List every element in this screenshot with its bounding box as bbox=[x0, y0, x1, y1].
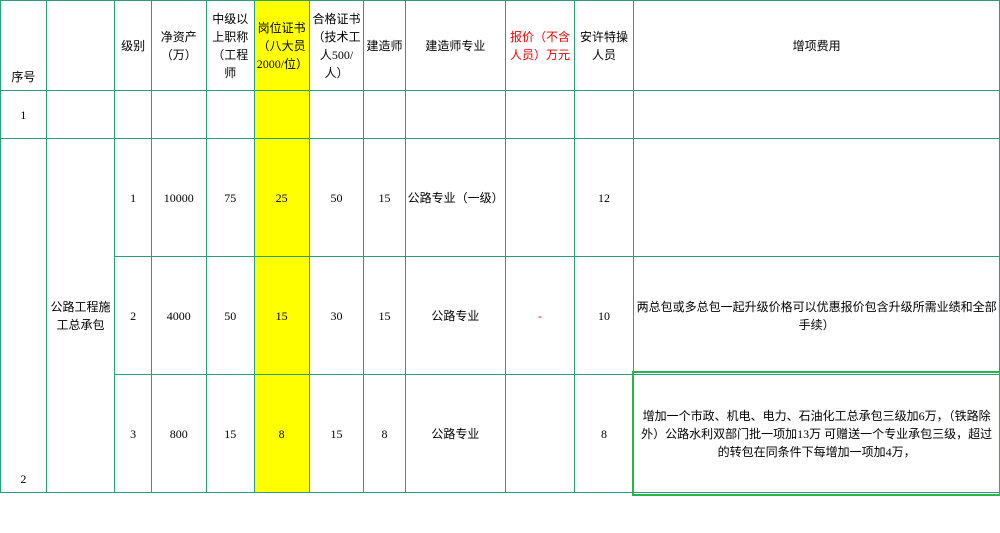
cell: 15 bbox=[364, 257, 405, 375]
cell: 1 bbox=[115, 139, 152, 257]
cell: - bbox=[506, 257, 575, 375]
cell: 75 bbox=[206, 139, 254, 257]
seq-cell: 1 bbox=[1, 91, 47, 139]
cell: 30 bbox=[309, 257, 364, 375]
th-cert: 合格证书（技术工人500/人） bbox=[309, 1, 364, 91]
name-cell: 公路工程施工总承包 bbox=[46, 139, 115, 493]
cell bbox=[506, 91, 575, 139]
cell: 50 bbox=[309, 139, 364, 257]
qualification-table: 序号 级别 净资产（万） 中级以上职称（工程师 岗位证书（八大员2000/位） … bbox=[0, 0, 1000, 493]
table-row: 1 bbox=[1, 91, 1000, 139]
th-special: 安许特操人员 bbox=[574, 1, 633, 91]
cell bbox=[206, 91, 254, 139]
extra-text: 增加一个市政、机电、电力、石油化工总承包三级加6万，（铁路除外）公路水利双部门批… bbox=[640, 407, 993, 461]
cell: 4000 bbox=[151, 257, 206, 375]
cell: 8 bbox=[574, 375, 633, 493]
cell: 10000 bbox=[151, 139, 206, 257]
table-row: 2 4000 50 15 30 15 公路专业 - 10 两总包或多总包一起升级… bbox=[1, 257, 1000, 375]
cell: 15 bbox=[206, 375, 254, 493]
cell: 2 bbox=[115, 257, 152, 375]
cell: 公路专业（一级） bbox=[405, 139, 506, 257]
cell: 公路专业 bbox=[405, 257, 506, 375]
table-row: 3 800 15 8 15 8 公路专业 8 增加一个市政、机电、电力、石油化工… bbox=[1, 375, 1000, 493]
seq-cell: 2 bbox=[1, 139, 47, 493]
cell: 8 bbox=[364, 375, 405, 493]
cell: 25 bbox=[254, 139, 309, 257]
cell: 15 bbox=[254, 257, 309, 375]
cell: 两总包或多总包一起升级价格可以优惠报价包含升级所需业绩和全部手续） bbox=[634, 257, 1000, 375]
th-price: 报价（不含人员）万元 bbox=[506, 1, 575, 91]
cell bbox=[506, 375, 575, 493]
cell: 50 bbox=[206, 257, 254, 375]
cell bbox=[634, 139, 1000, 257]
cell bbox=[309, 91, 364, 139]
cell: 8 bbox=[254, 375, 309, 493]
cell bbox=[115, 91, 152, 139]
cell: 10 bbox=[574, 257, 633, 375]
th-post: 岗位证书（八大员2000/位） bbox=[254, 1, 309, 91]
cell bbox=[574, 91, 633, 139]
th-level: 级别 bbox=[115, 1, 152, 91]
cell: 800 bbox=[151, 375, 206, 493]
header-row: 序号 级别 净资产（万） 中级以上职称（工程师 岗位证书（八大员2000/位） … bbox=[1, 1, 1000, 91]
th-seq: 序号 bbox=[1, 1, 47, 91]
th-builder: 建造师 bbox=[364, 1, 405, 91]
highlight-box: 增加一个市政、机电、电力、石油化工总承包三级加6万，（铁路除外）公路水利双部门批… bbox=[632, 371, 1000, 496]
th-mid: 中级以上职称（工程师 bbox=[206, 1, 254, 91]
th-extra: 增项费用 bbox=[634, 1, 1000, 91]
cell bbox=[364, 91, 405, 139]
cell bbox=[254, 91, 309, 139]
cell bbox=[506, 139, 575, 257]
cell: 3 bbox=[115, 375, 152, 493]
cell bbox=[634, 91, 1000, 139]
table-row: 2 公路工程施工总承包 1 10000 75 25 50 15 公路专业（一级）… bbox=[1, 139, 1000, 257]
cell: 15 bbox=[309, 375, 364, 493]
cell: 增加一个市政、机电、电力、石油化工总承包三级加6万，（铁路除外）公路水利双部门批… bbox=[634, 375, 1000, 493]
cell bbox=[151, 91, 206, 139]
cell: 15 bbox=[364, 139, 405, 257]
cell: 公路专业 bbox=[405, 375, 506, 493]
cell: 12 bbox=[574, 139, 633, 257]
th-asset: 净资产（万） bbox=[151, 1, 206, 91]
cell bbox=[405, 91, 506, 139]
th-name bbox=[46, 1, 115, 91]
cell bbox=[46, 91, 115, 139]
th-builder-major: 建造师专业 bbox=[405, 1, 506, 91]
